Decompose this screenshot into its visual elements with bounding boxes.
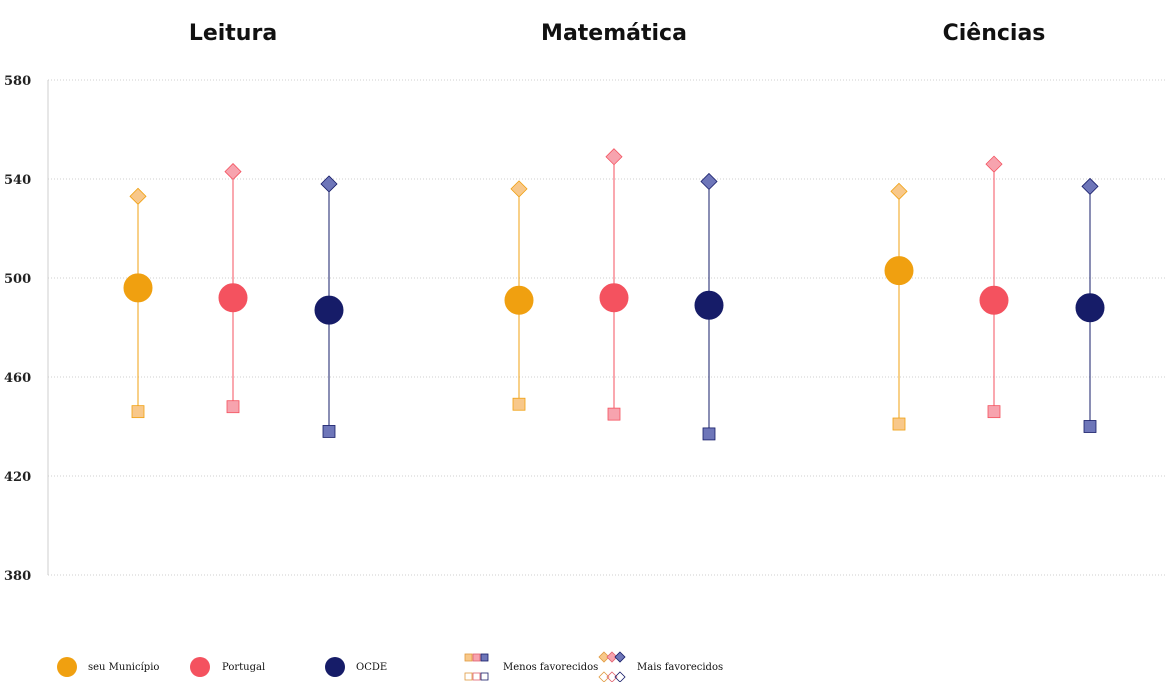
mean-marker-2-0 (314, 295, 344, 325)
menos-favorecidos-marker-2-1 (702, 427, 716, 441)
legend: seu Município Portugal OCDE Menos favore… (57, 651, 723, 682)
y-axis-ticks: 380 420 460 500 540 580 (4, 74, 31, 584)
mean-marker-0-2 (884, 256, 914, 286)
panel-title-leitura: Leitura (189, 21, 277, 46)
mean-marker-2-1 (694, 290, 724, 320)
y-tick-label-500: 500 (4, 272, 31, 287)
y-tick-label-460: 460 (4, 371, 31, 386)
mais-favorecidos-marker-0-0 (129, 187, 147, 205)
mais-favorecidos-marker-0-1 (510, 180, 528, 198)
menos-favorecidos-marker-1-0 (226, 400, 240, 414)
legend-label-ocde: OCDE (356, 662, 387, 673)
mean-marker-1-0 (218, 283, 248, 313)
legend-label-menos-favorecidos: Menos favorecidos (503, 662, 598, 673)
y-tick-label-540: 540 (4, 173, 31, 188)
y-tick-label-580: 580 (4, 74, 31, 89)
menos-favorecidos-marker-0-1 (512, 397, 526, 411)
mais-favorecidos-marker-2-0 (320, 175, 338, 193)
legend-mais-diamonds (598, 651, 626, 682)
menos-favorecidos-marker-2-2 (1083, 420, 1097, 433)
menos-favorecidos-marker-1-2 (987, 405, 1001, 419)
mean-marker-1-2 (979, 285, 1009, 315)
menos-favorecidos-marker-0-0 (131, 405, 145, 419)
mean-marker-1-1 (599, 283, 629, 313)
gridlines (48, 79, 1165, 576)
menos-favorecidos-marker-1-1 (607, 407, 621, 421)
legend-menos-squares (464, 653, 489, 681)
mais-favorecidos-marker-1-2 (985, 155, 1003, 173)
mais-favorecidos-marker-1-0 (224, 163, 242, 181)
y-tick-label-380: 380 (4, 569, 31, 584)
legend-label-mais-favorecidos: Mais favorecidos (637, 662, 723, 673)
legend-label-portugal: Portugal (222, 662, 265, 673)
mean-marker-0-1 (504, 285, 534, 315)
mean-marker-2-2 (1075, 293, 1105, 323)
mean-marker-0-0 (123, 273, 153, 303)
mais-favorecidos-marker-2-1 (700, 172, 718, 191)
legend-marker-ocde (325, 657, 345, 677)
y-tick-label-420: 420 (4, 470, 31, 485)
data-marks (123, 148, 1105, 441)
panel-title-ciencias: Ciências (943, 21, 1046, 46)
menos-favorecidos-marker-0-2 (892, 417, 906, 431)
legend-marker-portugal (190, 657, 210, 677)
mais-favorecidos-marker-1-1 (605, 148, 623, 166)
legend-label-seu-municipio: seu Município (88, 662, 159, 673)
legend-marker-seu-municipio (57, 657, 77, 677)
menos-favorecidos-marker-2-0 (322, 425, 336, 438)
mais-favorecidos-marker-0-2 (890, 182, 908, 200)
panel-title-matematica: Matemática (541, 21, 687, 46)
mais-favorecidos-marker-2-2 (1081, 177, 1099, 195)
